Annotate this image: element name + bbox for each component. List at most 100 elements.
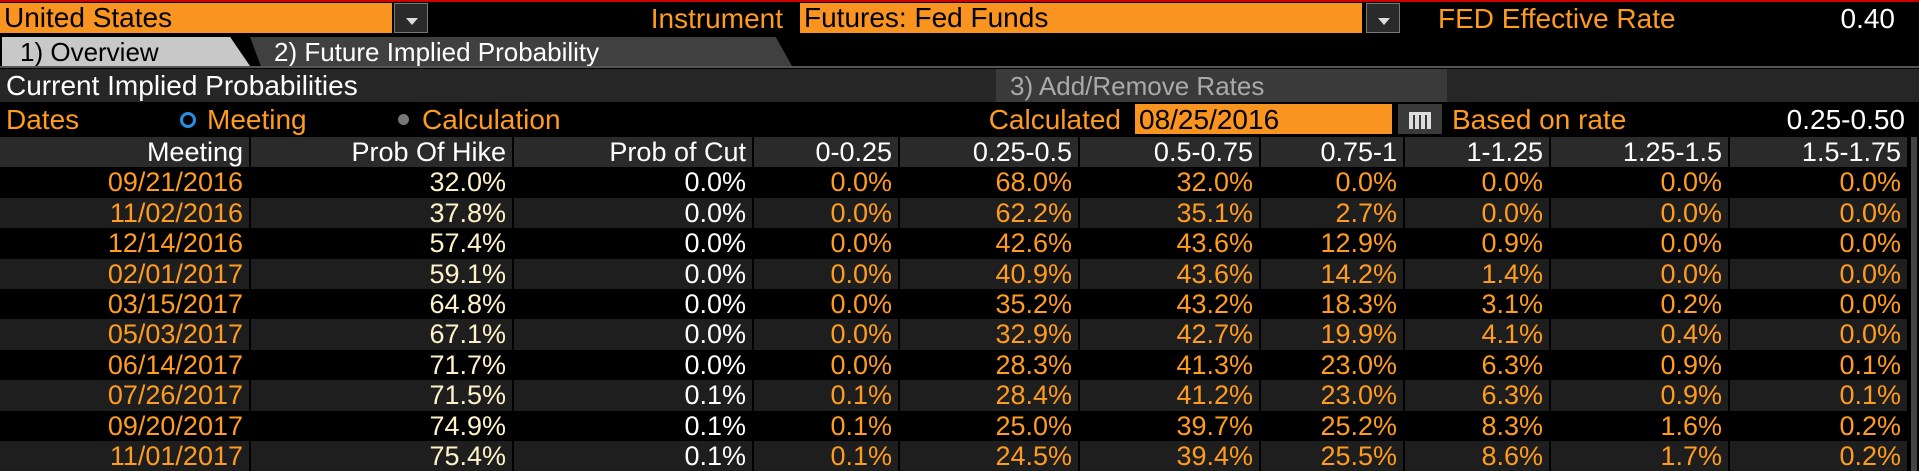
probability-cell: 59.1%	[251, 258, 514, 289]
probability-cell: 43.2%	[1080, 289, 1261, 320]
probability-cell: 39.4%	[1080, 441, 1261, 471]
probability-cell: 0.0%	[754, 319, 900, 350]
instrument-dropdown[interactable]: Futures: Fed Funds	[800, 3, 1362, 33]
country-dropdown[interactable]: United States	[0, 3, 392, 33]
probability-cell: 0.0%	[514, 258, 754, 289]
date-input[interactable]: 08/25/2016	[1135, 104, 1392, 134]
calendar-button[interactable]	[1398, 104, 1442, 134]
meeting-date: 09/21/2016	[0, 167, 251, 198]
meeting-date: 05/03/2017	[0, 319, 251, 350]
column-header: Prob Of Hike	[251, 137, 514, 168]
tab[interactable]: 2) Future Implied Probability	[250, 37, 792, 66]
probability-cell: 0.0%	[1730, 319, 1909, 350]
probability-cell: 0.1%	[754, 380, 900, 411]
probability-cell: 71.5%	[251, 380, 514, 411]
column-header: 1.25-1.5	[1551, 137, 1730, 168]
probability-cell: 40.9%	[900, 258, 1080, 289]
column-header: Prob of Cut	[514, 137, 754, 168]
probability-cell: 32.0%	[251, 167, 514, 198]
probability-cell: 0.0%	[754, 167, 900, 198]
probability-cell: 0.0%	[1730, 167, 1909, 198]
probability-cell: 41.3%	[1080, 349, 1261, 381]
probability-cell: 1.6%	[1551, 410, 1730, 441]
probability-cell: 25.5%	[1261, 441, 1405, 471]
probability-cell: 0.0%	[514, 349, 754, 381]
radio-label[interactable]: Calculation	[422, 104, 561, 135]
section-title: Current Implied Probabilities	[6, 70, 358, 101]
radio[interactable]	[398, 114, 409, 125]
radio-selected[interactable]	[180, 112, 196, 128]
probability-cell: 0.0%	[1730, 289, 1909, 320]
probability-cell: 6.3%	[1405, 380, 1551, 411]
probability-cell: 8.3%	[1405, 410, 1551, 441]
based-value: 0.25-0.50	[1786, 104, 1905, 135]
dropdown-arrow[interactable]	[394, 3, 428, 33]
probability-cell: 14.2%	[1261, 258, 1405, 289]
probability-cell: 42.7%	[1080, 319, 1261, 350]
probability-cell: 74.9%	[251, 410, 514, 441]
probability-cell: 75.4%	[251, 441, 514, 471]
probability-cell: 0.2%	[1730, 410, 1909, 441]
probability-cell: 32.9%	[900, 319, 1080, 350]
probability-cell: 0.0%	[1405, 197, 1551, 229]
probability-cell: 0.9%	[1551, 380, 1730, 411]
probability-cell: 0.9%	[1405, 228, 1551, 259]
probability-cell: 0.0%	[1551, 167, 1730, 198]
meeting-date: 06/14/2017	[0, 349, 251, 381]
probability-cell: 23.0%	[1261, 349, 1405, 381]
section-bar	[0, 69, 1919, 102]
probability-cell: 0.0%	[514, 319, 754, 350]
probability-cell: 3.1%	[1405, 289, 1551, 320]
probability-cell: 0.1%	[754, 410, 900, 441]
probability-cell: 37.8%	[251, 197, 514, 229]
dropdown-arrow[interactable]	[1366, 3, 1400, 33]
probability-cell: 19.9%	[1261, 319, 1405, 350]
probability-cell: 0.0%	[1730, 258, 1909, 289]
column-header: 0.75-1	[1261, 137, 1405, 168]
probability-cell: 43.6%	[1080, 228, 1261, 259]
dates-label: Dates	[6, 104, 80, 135]
probability-cell: 62.2%	[900, 197, 1080, 229]
probability-cell: 64.8%	[251, 289, 514, 320]
radio-label[interactable]: Meeting	[207, 104, 307, 135]
probability-cell: 41.2%	[1080, 380, 1261, 411]
probability-cell: 0.0%	[514, 167, 754, 198]
column-header: 1-1.25	[1405, 137, 1551, 168]
probability-cell: 0.0%	[754, 349, 900, 381]
meeting-date: 11/01/2017	[0, 441, 251, 471]
column-header: 1.5-1.75	[1730, 137, 1909, 168]
probability-cell: 0.1%	[1730, 380, 1909, 411]
probability-cell: 0.0%	[1551, 197, 1730, 229]
probability-cell: 0.0%	[754, 289, 900, 320]
probability-cell: 0.0%	[1261, 167, 1405, 198]
probability-cell: 0.1%	[1730, 349, 1909, 381]
probability-cell: 0.0%	[1730, 197, 1909, 229]
probability-cell: 0.2%	[1730, 441, 1909, 471]
probability-cell: 4.1%	[1405, 319, 1551, 350]
probability-cell: 18.3%	[1261, 289, 1405, 320]
probability-cell: 0.9%	[1551, 349, 1730, 381]
tab-active[interactable]: 1) Overview	[2, 37, 250, 66]
probability-cell: 0.0%	[1551, 228, 1730, 259]
probability-cell: 1.4%	[1405, 258, 1551, 289]
add-remove-button[interactable]: 3) Add/Remove Rates	[996, 69, 1447, 102]
meeting-date: 11/02/2016	[0, 197, 251, 229]
meeting-date: 09/20/2017	[0, 410, 251, 441]
probability-cell: 32.0%	[1080, 167, 1261, 198]
rate-value: 0.40	[1840, 3, 1896, 34]
probability-cell: 6.3%	[1405, 349, 1551, 381]
tab-bar	[0, 36, 1919, 68]
probability-cell: 0.0%	[754, 258, 900, 289]
probability-cell: 28.4%	[900, 380, 1080, 411]
probability-cell: 0.0%	[1730, 228, 1909, 259]
scrollbar[interactable]	[1911, 137, 1917, 471]
probability-cell: 8.6%	[1405, 441, 1551, 471]
column-header: 0.25-0.5	[900, 137, 1080, 168]
probability-cell: 0.0%	[514, 289, 754, 320]
probability-cell: 43.6%	[1080, 258, 1261, 289]
probability-cell: 0.0%	[514, 228, 754, 259]
probability-cell: 35.2%	[900, 289, 1080, 320]
calculated-label: Calculated	[988, 104, 1121, 135]
probability-cell: 25.0%	[900, 410, 1080, 441]
